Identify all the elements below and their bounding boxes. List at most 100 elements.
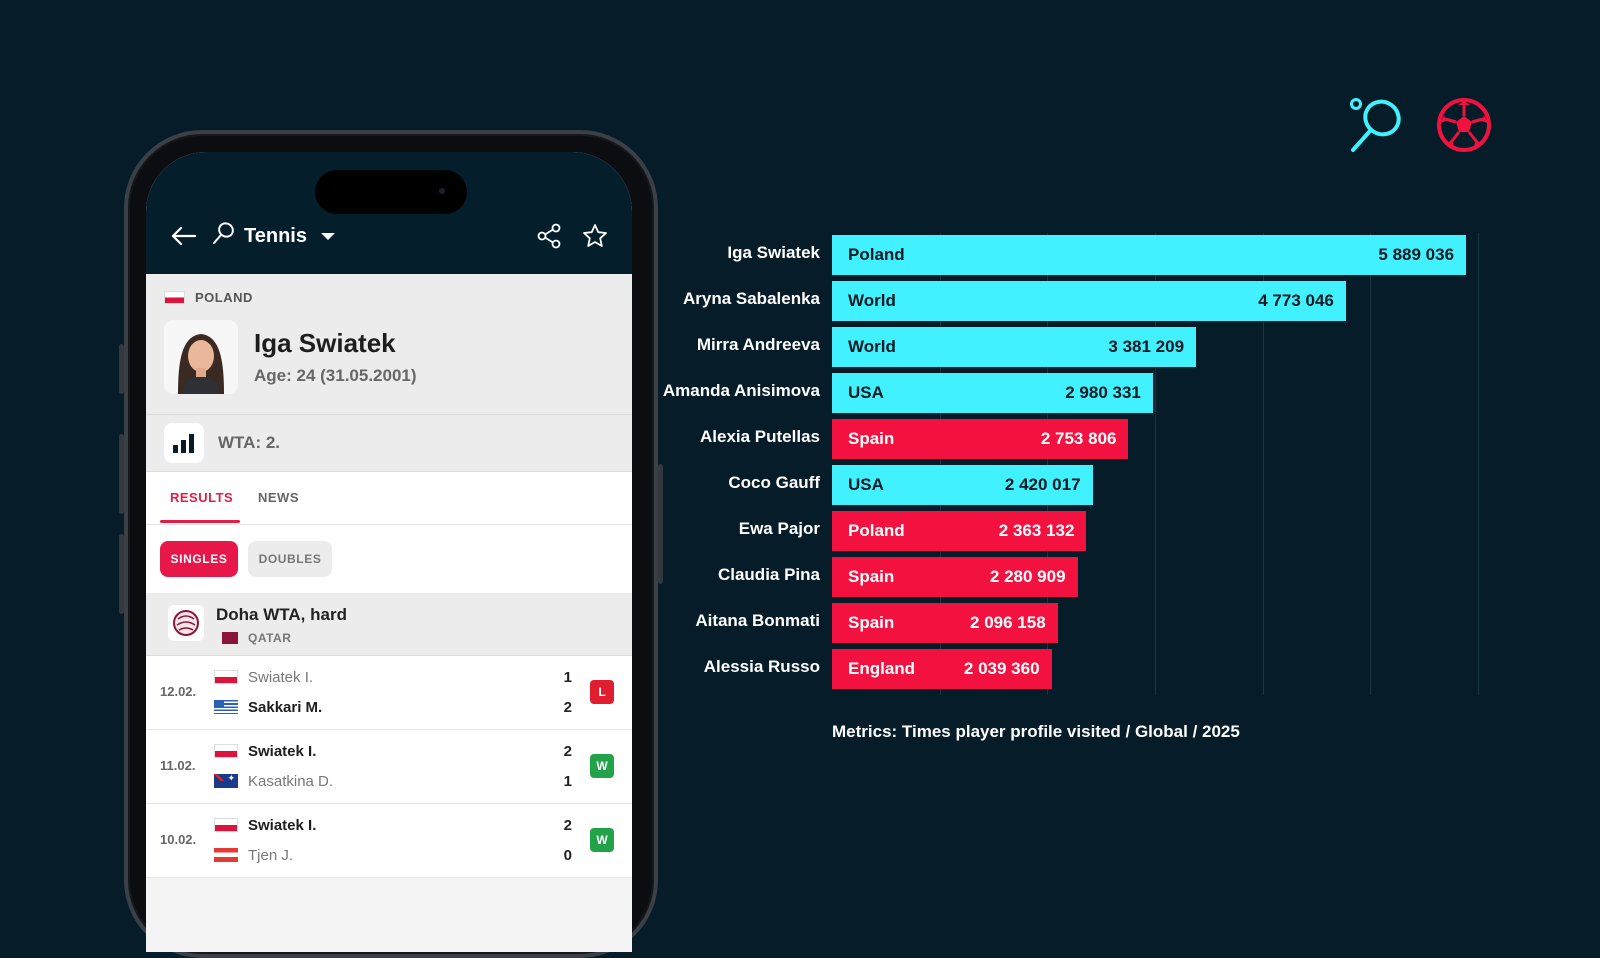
greece-flag-icon xyxy=(214,700,238,714)
grid-line xyxy=(1047,233,1049,695)
match-date: 10.02. xyxy=(160,832,197,847)
tennis-racket-icon xyxy=(1348,96,1406,154)
category-label: Alexia Putellas xyxy=(699,427,820,446)
tournament-header[interactable]: Doha WTA, hard QATAR xyxy=(146,593,632,656)
phone-power-button xyxy=(658,464,663,584)
phone-volume-down xyxy=(119,534,124,614)
bar-country-label: Spain xyxy=(848,613,895,632)
result-badge: W xyxy=(590,754,614,778)
player-1-score: 2 xyxy=(563,816,572,834)
bar-value-label: 2 753 806 xyxy=(1040,429,1117,448)
tournament-logo-icon xyxy=(168,605,204,641)
bar-country-label: USA xyxy=(848,475,884,494)
sport-selector[interactable]: Tennis xyxy=(212,221,335,251)
player-1-score: 1 xyxy=(563,668,572,686)
tournament-country-label: QATAR xyxy=(248,631,292,645)
ranking-label: WTA: 2. xyxy=(218,433,281,452)
tab-bar: RESULTS NEWS xyxy=(146,472,632,525)
category-label: Ewa Pajor xyxy=(738,519,820,538)
phone-volume-up xyxy=(119,434,124,514)
player-1-score: 2 xyxy=(563,742,572,760)
tab-news[interactable]: NEWS xyxy=(258,490,299,505)
match-row[interactable]: 10.02. Swiatek I. 2 Tjen J. 0 W xyxy=(146,804,632,878)
chart-row: Aitana Bonmati Spain 2 096 158 xyxy=(640,603,1500,643)
bar-football: Spain 2 753 806 xyxy=(832,419,1129,459)
category-label: Aryna Sabalenka xyxy=(682,289,820,308)
player-1-name: Swiatek I. xyxy=(248,668,314,686)
player-name: Iga Swiatek xyxy=(254,328,396,358)
poland-flag-icon xyxy=(214,818,238,832)
star-icon[interactable] xyxy=(580,221,610,251)
bar-tennis: USA 2 420 017 xyxy=(832,465,1093,505)
chart-row: Claudia Pina Spain 2 280 909 xyxy=(640,557,1500,597)
match-player-2: Kasatkina D. 1 xyxy=(214,770,572,792)
phone-screen: Tennis POLAND xyxy=(146,152,632,952)
bar-value-label: 2 363 132 xyxy=(998,521,1075,540)
back-arrow-icon[interactable] xyxy=(168,221,198,251)
player-2-score: 1 xyxy=(563,772,572,790)
match-date: 12.02. xyxy=(160,684,197,699)
bar-country-label: World xyxy=(848,291,896,310)
bar-value-label: 2 420 017 xyxy=(1004,475,1081,494)
bar-football: Spain 2 280 909 xyxy=(832,557,1078,597)
match-row[interactable]: 11.02. Swiatek I. 2 Kasatkina D. 1 W xyxy=(146,730,632,804)
match-player-2: Tjen J. 0 xyxy=(214,844,572,866)
chart-row: Iga Swiatek Poland 5 889 036 xyxy=(640,235,1500,275)
chevron-down-icon xyxy=(320,232,335,240)
bar-tennis: Poland 5 889 036 xyxy=(832,235,1467,275)
bar-value-label: 3 381 209 xyxy=(1108,337,1185,356)
category-label: Mirra Andreeva xyxy=(696,335,820,354)
bar-value-label: 2 096 158 xyxy=(970,613,1046,632)
match-player-2: Sakkari M. 2 xyxy=(214,696,572,718)
bar-value-label: 4 773 046 xyxy=(1258,291,1334,310)
grid-line xyxy=(1262,233,1264,695)
sport-label: Tennis xyxy=(244,224,307,247)
singles-filter-button[interactable]: SINGLES xyxy=(160,541,238,577)
category-label: Claudia Pina xyxy=(717,565,820,584)
bar-tennis: World 3 381 209 xyxy=(832,327,1197,367)
phone-mockup: Tennis POLAND xyxy=(119,130,663,958)
player-1-name: Swiatek I. xyxy=(248,742,317,760)
profile-visits-bar-chart: Iga Swiatek Poland 5 889 036 Aryna Sabalenk… xyxy=(640,225,1500,705)
bar-football: Spain 2 096 158 xyxy=(832,603,1058,643)
bar-football: Poland 2 363 132 xyxy=(832,511,1087,551)
bar-tennis: World 4 773 046 xyxy=(832,281,1346,321)
bar-country-label: England xyxy=(848,659,916,678)
bar-tennis: USA 2 980 331 xyxy=(832,373,1153,413)
bar-football: England 2 039 360 xyxy=(832,649,1052,689)
player-2-score: 0 xyxy=(563,846,572,864)
chart-row: Mirra Andreeva World 3 381 209 xyxy=(640,327,1500,367)
match-player-1: Swiatek I. 2 xyxy=(214,814,572,836)
category-label: Iga Swiatek xyxy=(727,243,820,262)
phone-side-button xyxy=(119,344,124,394)
doubles-filter-button[interactable]: DOUBLES xyxy=(248,541,332,577)
player-2-name: Kasatkina D. xyxy=(248,772,334,790)
sport-icons xyxy=(1348,96,1492,154)
bar-country-label: USA xyxy=(848,383,884,402)
ranking-row[interactable]: WTA: 2. xyxy=(146,415,632,472)
chart-row: Coco Gauff USA 2 420 017 xyxy=(640,465,1500,505)
result-badge: W xyxy=(590,828,614,852)
player-2-name: Sakkari M. xyxy=(248,698,323,716)
football-icon xyxy=(1436,97,1492,153)
grid-line xyxy=(1155,233,1156,695)
chart-row: Ewa Pajor Poland 2 363 132 xyxy=(640,511,1500,551)
player-country: POLAND xyxy=(164,290,253,305)
bar-value-label: 2 039 360 xyxy=(963,659,1040,678)
tab-results[interactable]: RESULTS xyxy=(170,490,234,505)
chart-footnote: Metrics: Times player profile visited / … xyxy=(832,722,1240,741)
bar-value-label: 5 889 036 xyxy=(1378,245,1455,264)
bar-country-label: World xyxy=(848,337,896,356)
match-row[interactable]: 12.02. Swiatek I. 1 Sakkari M. 2 L xyxy=(146,656,632,730)
chart-row: Amanda Anisimova USA 2 980 331 xyxy=(640,373,1500,413)
qatar-flag-icon xyxy=(222,632,238,644)
poland-flag-icon xyxy=(214,670,238,684)
tournament-name: Doha WTA, hard xyxy=(216,605,347,624)
player-profile-card: POLAND Iga Swiatek Age: 24 (31.05.2001) xyxy=(146,274,632,415)
result-badge: L xyxy=(590,680,614,704)
chart-row: Aryna Sabalenka World 4 773 046 xyxy=(640,281,1500,321)
bar-value-label: 2 280 909 xyxy=(989,567,1066,586)
chart-row: Alessia Russo England 2 039 360 xyxy=(640,649,1500,689)
bar-country-label: Poland xyxy=(848,245,905,264)
share-icon[interactable] xyxy=(534,221,564,251)
